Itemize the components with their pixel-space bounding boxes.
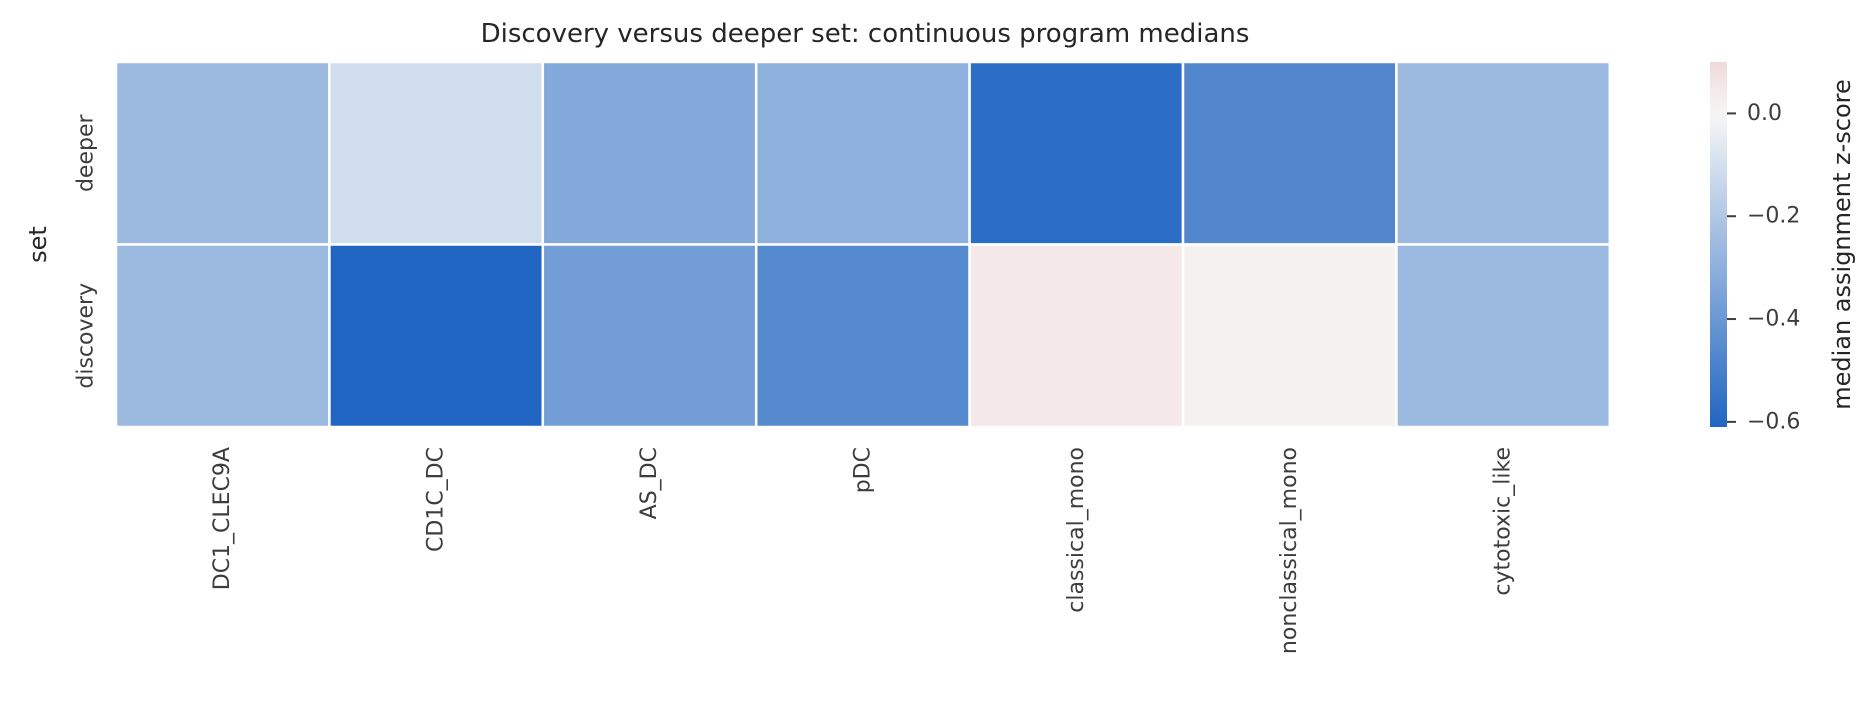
chart-title: Discovery versus deeper set: continuous … — [481, 19, 1250, 49]
colorbar-tick-label: 0.0 — [1747, 101, 1782, 126]
colorbar-tick-label: −0.2 — [1747, 204, 1800, 229]
heatmap-cells — [114, 60, 1612, 429]
column-label: nonclassical_mono — [1277, 447, 1302, 654]
column-label: CD1C_DC — [424, 447, 449, 552]
colorbar-tick-label: −0.6 — [1747, 409, 1800, 434]
column-label: classical_mono — [1064, 447, 1089, 613]
column-labels: DC1_CLEC9A CD1C_DC AS_DC pDC classical_mono n… — [210, 447, 1515, 654]
heatmap-cell — [968, 60, 1185, 246]
heatmap-cell — [1395, 243, 1612, 429]
row-label: deeper — [74, 114, 99, 193]
column-label: cytotoxic_like — [1491, 447, 1516, 596]
column-label: DC1_CLEC9A — [210, 447, 235, 590]
colorbar-label: median assignment z-score — [1828, 79, 1856, 410]
heatmap-cell — [1181, 243, 1398, 429]
heatmap-cell — [541, 60, 758, 246]
colorbar-gradient — [1710, 62, 1727, 427]
heatmap-cell — [328, 243, 545, 429]
heatmap-cell — [754, 60, 971, 246]
heatmap-cell — [968, 243, 1185, 429]
column-label: pDC — [850, 447, 875, 493]
colorbar: 0.0 −0.2 −0.4 −0.6 — [1710, 62, 1800, 434]
heatmap-cell — [541, 243, 758, 429]
heatmap-cell — [1181, 60, 1398, 246]
row-label: discovery — [74, 283, 99, 389]
heatmap-cell — [1395, 60, 1612, 246]
heatmap-cell — [328, 60, 545, 246]
row-labels: deeper discovery — [74, 114, 99, 389]
column-label: AS_DC — [637, 447, 662, 519]
heatmap-cell — [114, 243, 331, 429]
heatmap-cell — [114, 60, 331, 246]
y-axis-label: set — [24, 226, 52, 263]
colorbar-tick-label: −0.4 — [1747, 307, 1800, 332]
heatmap-cell — [754, 243, 971, 429]
